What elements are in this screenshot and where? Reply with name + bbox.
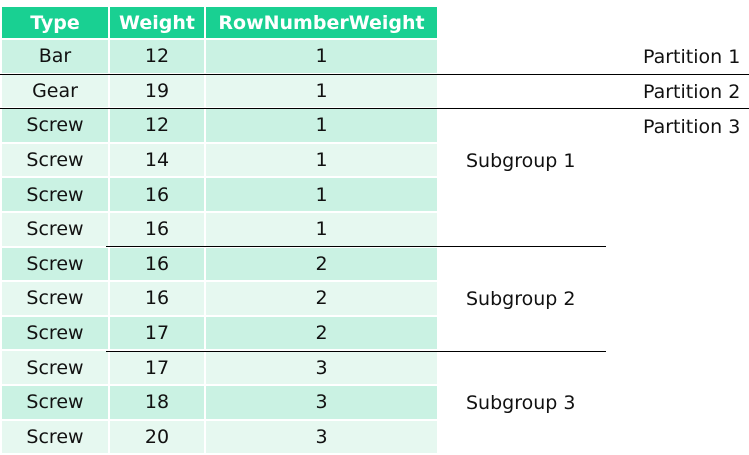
table-row: Gear 19 1 [2,74,437,108]
cell-type: Screw [2,282,108,315]
table-row: Screw 20 3 [2,420,437,454]
partition-divider-2 [0,108,749,109]
table-row: Screw 16 1 [2,212,437,246]
table-row: Screw 17 3 [2,351,437,384]
header-row-number-weight: RowNumberWeight [206,7,437,38]
cell-weight: 16 [110,178,204,211]
cell-type: Screw [2,109,108,142]
cell-weight: 19 [110,74,204,108]
cell-weight: 12 [110,109,204,142]
cell-row-number-weight: 1 [206,178,437,211]
cell-row-number-weight: 3 [206,420,437,454]
table-row: Screw 16 1 [2,178,437,211]
cell-weight: 18 [110,385,204,419]
cell-type: Screw [2,212,108,246]
cell-row-number-weight: 2 [206,247,437,281]
cell-row-number-weight: 3 [206,385,437,419]
table-row: Screw 17 2 [2,316,437,350]
partition-divider-1 [0,74,749,75]
cell-row-number-weight: 1 [206,143,437,177]
cell-weight: 17 [110,316,204,350]
table-row: Bar 12 1 [2,40,437,73]
table-row: Screw 12 1 [2,109,437,142]
table-row: Screw 16 2 [2,282,437,315]
cell-type: Gear [2,74,108,108]
subgroup-label-3: Subgroup 3 [466,392,576,414]
subgroup-label-2: Subgroup 2 [466,288,576,310]
cell-row-number-weight: 1 [206,40,437,73]
subgroup-divider-2 [106,351,606,352]
cell-weight: 17 [110,351,204,384]
header-weight: Weight [110,7,204,38]
cell-row-number-weight: 2 [206,282,437,315]
partition-label-1: Partition 1 [643,46,741,68]
cell-row-number-weight: 3 [206,351,437,384]
cell-type: Bar [2,40,108,73]
cell-row-number-weight: 1 [206,212,437,246]
header-row: Type Weight RowNumberWeight [2,7,437,38]
partition-label-3: Partition 3 [643,116,741,138]
cell-weight: 16 [110,247,204,281]
cell-type: Screw [2,178,108,211]
cell-type: Screw [2,143,108,177]
table-row: Screw 14 1 [2,143,437,177]
subgroup-divider-1 [106,246,606,247]
cell-weight: 14 [110,143,204,177]
cell-row-number-weight: 1 [206,109,437,142]
cell-type: Screw [2,351,108,384]
cell-row-number-weight: 2 [206,316,437,350]
data-table: Type Weight RowNumberWeight Bar 12 1 Gea… [0,5,439,455]
table-row: Screw 18 3 [2,385,437,419]
table-row: Screw 16 2 [2,247,437,281]
cell-row-number-weight: 1 [206,74,437,108]
cell-weight: 12 [110,40,204,73]
cell-weight: 16 [110,282,204,315]
cell-type: Screw [2,316,108,350]
partition-label-2: Partition 2 [643,81,741,103]
header-type: Type [2,7,108,38]
cell-weight: 20 [110,420,204,454]
subgroup-label-1: Subgroup 1 [466,150,576,172]
cell-type: Screw [2,247,108,281]
cell-type: Screw [2,385,108,419]
cell-type: Screw [2,420,108,454]
cell-weight: 16 [110,212,204,246]
